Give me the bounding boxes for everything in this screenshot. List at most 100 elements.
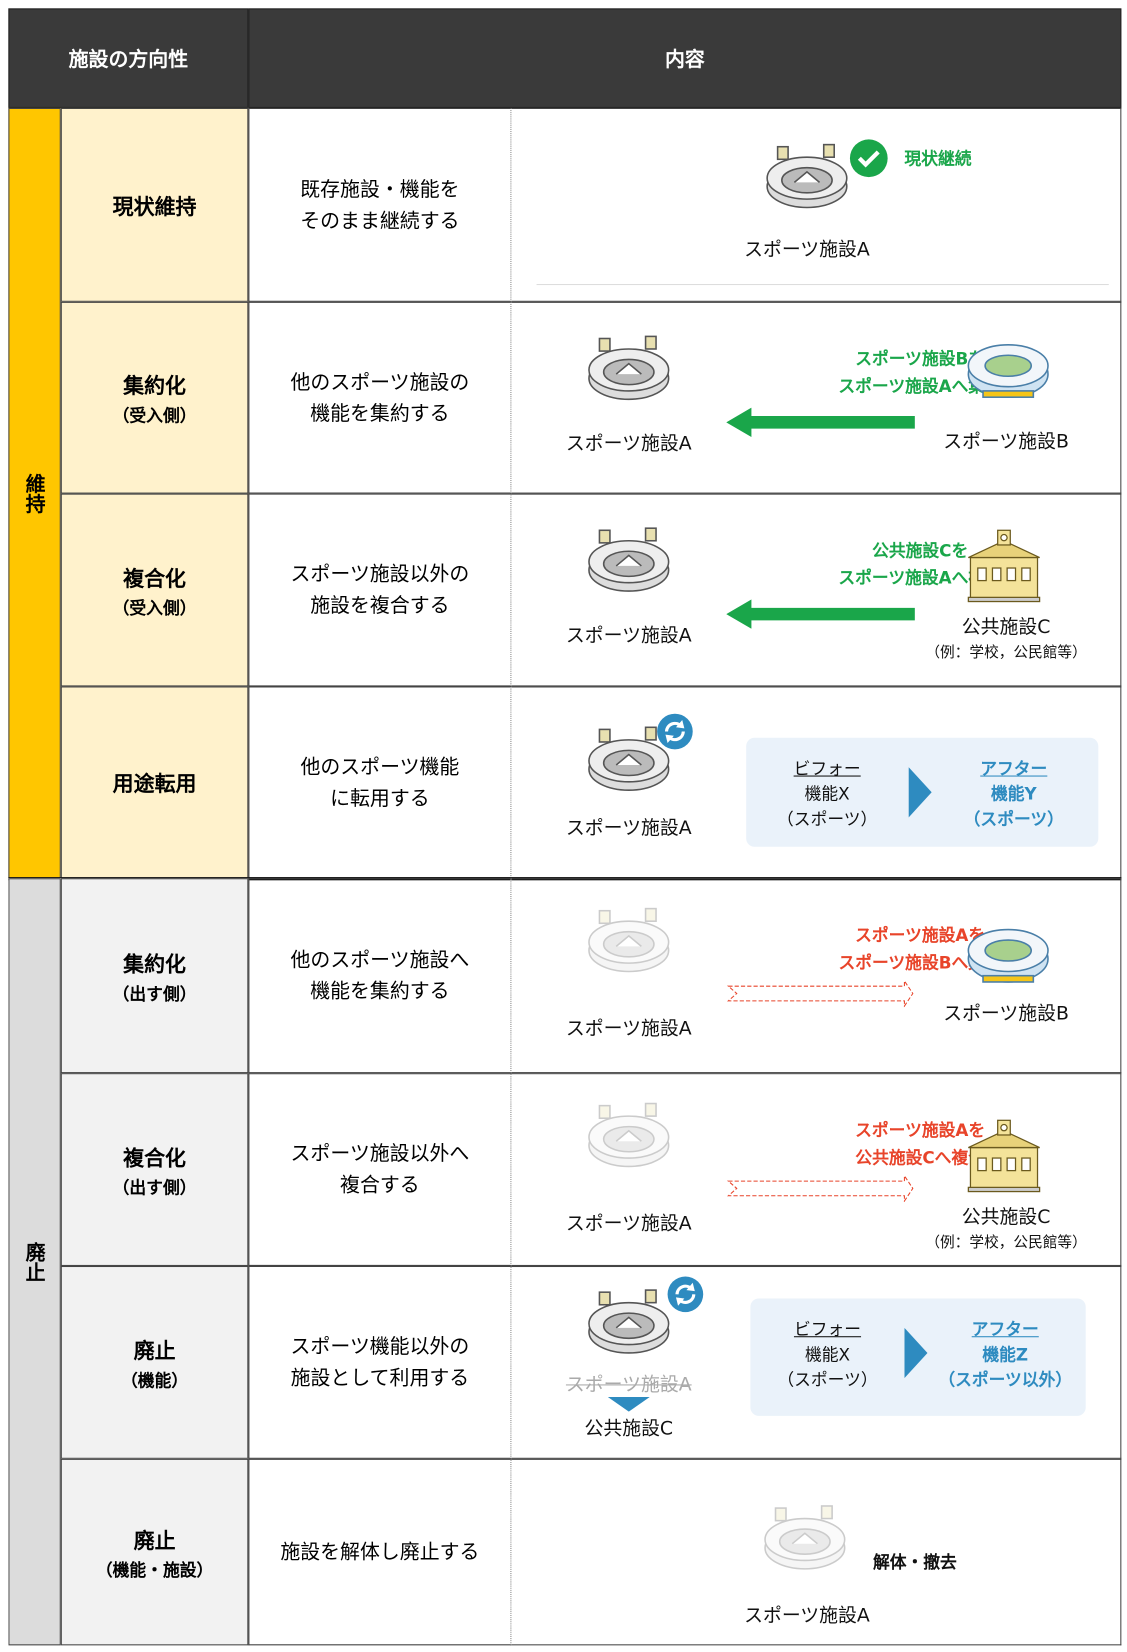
row-name: 集約化 [123, 951, 187, 977]
conversion-box: ビフォー 機能X （スポーツ） アフター 機能Z （スポーツ以外） [750, 1298, 1086, 1416]
arrow-label: 公共施設Cへ複合 [855, 1147, 985, 1168]
rotate-badge [667, 1276, 704, 1313]
stadium-icon [766, 143, 848, 209]
arrow-label: スポーツ施設Bへ集約 [838, 952, 1002, 973]
row-name: 現状維持 [112, 193, 197, 220]
content-cell: スポーツ施設A スポーツ施設Bを スポーツ施設Aへ集約 スポーツ施設B [511, 301, 1122, 494]
description-cell: スポーツ施設以外の 施設を複合する [248, 493, 512, 687]
arrow-label: 公共施設Cを [872, 540, 969, 561]
description-line: スポーツ機能以外の [290, 1335, 470, 1359]
right-label: 公共施設C [961, 1206, 1051, 1229]
row-sub: （機能） [121, 1370, 189, 1391]
right-note: （例：学校，公民館等） [925, 644, 1087, 662]
arrow [726, 407, 915, 438]
status-label: 解体・撤去 [872, 1552, 957, 1572]
left-label: スポーツ施設A [565, 432, 692, 455]
content-cell: スポーツ施設A ビフォー 機能X （スポーツ） アフター 機能Y （スポーツ） [511, 686, 1122, 879]
building-icon [967, 529, 1041, 603]
left-label: スポーツ施設A [565, 817, 692, 840]
building-icon [967, 1119, 1041, 1193]
row-sub: （出す側） [112, 983, 197, 1004]
row-name: 複合化 [123, 1144, 187, 1171]
description-cell: 他のスポーツ機能 に転用する [248, 686, 512, 879]
row-sub: （機能・施設） [95, 1559, 214, 1580]
row-name: 用途転用 [112, 771, 197, 797]
name-cell: 廃止 （機能・施設） [60, 1458, 249, 1646]
content-cell: スポーツ施設A 公共施設Cを スポーツ施設Aへ複合 公共施設C （例：学校，公民館等） [511, 493, 1122, 687]
right-note: （例：学校，公民館等） [925, 1234, 1087, 1252]
stadium-icon [588, 907, 670, 973]
stadium-icon [588, 1289, 670, 1354]
content-cell: スポーツ施設A スポーツ施設Aを 公共施設Cへ複合 公共施設C （例：学校，公民館等） [511, 1073, 1122, 1266]
stadium-icon [588, 726, 670, 791]
arena-icon [967, 344, 1049, 398]
row-sub: （受入側） [112, 597, 197, 618]
after-line: （スポーツ以外） [938, 1369, 1073, 1390]
arrow [726, 1174, 914, 1203]
conversion-box: ビフォー 機能X （スポーツ） アフター 機能Y （スポーツ） [746, 737, 1099, 847]
group-cell: 廃止 [8, 878, 61, 1646]
left-label: スポーツ施設A [565, 1212, 692, 1235]
description-line: 機能を集約する [310, 401, 450, 425]
row-name: 廃止 [133, 1527, 176, 1553]
before-title: ビフォー [793, 1319, 862, 1340]
badge-label: 現状継続 [904, 148, 972, 169]
before-line: 機能X [804, 783, 850, 804]
description-line: 施設を解体し廃止する [280, 1540, 480, 1564]
description-cell: 他のスポーツ施設の 機能を集約する [248, 301, 512, 494]
row-name: 集約化 [123, 373, 187, 399]
name-cell: 複合化 （受入側） [60, 493, 249, 687]
row-sub: （出す側） [112, 1177, 197, 1198]
header-cell: 内容 [248, 8, 1122, 108]
to-label: 公共施設C [584, 1417, 674, 1440]
description-line: スポーツ施設以外へ [290, 1142, 470, 1166]
description-cell: スポーツ機能以外の 施設として利用する [248, 1265, 512, 1459]
after-line: （スポーツ） [963, 809, 1064, 829]
facility-label: スポーツ施設A [744, 1604, 870, 1627]
right-label: スポーツ施設B [943, 1002, 1069, 1025]
arrow-label: スポーツ施設Bを [855, 348, 986, 369]
stadium-icon [588, 335, 670, 401]
facility-label: スポーツ施設A [744, 238, 870, 261]
after-title: アフター [971, 1319, 1039, 1340]
before-line: （スポーツ） [777, 809, 878, 829]
arrow [726, 599, 915, 629]
content-cell: 現状継続スポーツ施設A [511, 107, 1122, 302]
left-label: スポーツ施設A [565, 624, 692, 647]
description-line: そのまま継続する [300, 209, 460, 233]
before-title: ビフォー [793, 758, 861, 779]
group-label: 廃止 [22, 1241, 46, 1282]
description-line: 施設として利用する [290, 1366, 470, 1390]
arrow-label: スポーツ施設Aを [855, 1120, 986, 1141]
row-sub: （受入側） [112, 405, 197, 426]
arrow-label: スポーツ施設Aへ複合 [838, 568, 1002, 588]
description-line: 施設を複合する [310, 594, 450, 618]
description-line: 他のスポーツ施設の [290, 370, 470, 394]
chevron [908, 767, 932, 818]
description-line: 他のスポーツ施設へ [290, 948, 470, 972]
description-line: 複合する [340, 1173, 420, 1197]
header-cell: 施設の方向性 [8, 8, 249, 108]
description-line: スポーツ施設以外の [290, 562, 470, 586]
arrow-label: スポーツ施設Aを [855, 925, 986, 946]
description-line: 他のスポーツ機能 [300, 755, 460, 779]
content-cell: 解体・撤去スポーツ施設A [511, 1458, 1122, 1646]
arrow-label: スポーツ施設Aへ集約 [838, 376, 1002, 397]
description-cell: 他のスポーツ施設へ 機能を集約する [248, 878, 512, 1074]
after-title: アフター [980, 758, 1048, 779]
name-cell: 用途転用 [60, 686, 249, 879]
before-line: 機能X [804, 1344, 851, 1365]
down-arrow [607, 1396, 650, 1412]
content-cell: スポーツ施設A スポーツ施設Aを スポーツ施設Bへ集約 スポーツ施設B [511, 878, 1122, 1074]
name-cell: 複合化 （出す側） [60, 1073, 249, 1266]
left-label: スポーツ施設A [565, 1017, 692, 1040]
description-cell: 既存施設・機能を そのまま継続する [248, 107, 512, 302]
content-cell: スポーツ施設A 公共施設C ビフォー 機能X （スポーツ） アフター 機能Z （スポーツ以外） [511, 1265, 1122, 1459]
rotate-badge [657, 713, 693, 750]
description-cell: スポーツ施設以外へ 複合する [248, 1073, 512, 1266]
description-line: に転用する [330, 786, 430, 810]
stadium-icon [588, 1102, 670, 1168]
stadium-icon [588, 527, 670, 592]
row-name: 複合化 [123, 565, 187, 591]
